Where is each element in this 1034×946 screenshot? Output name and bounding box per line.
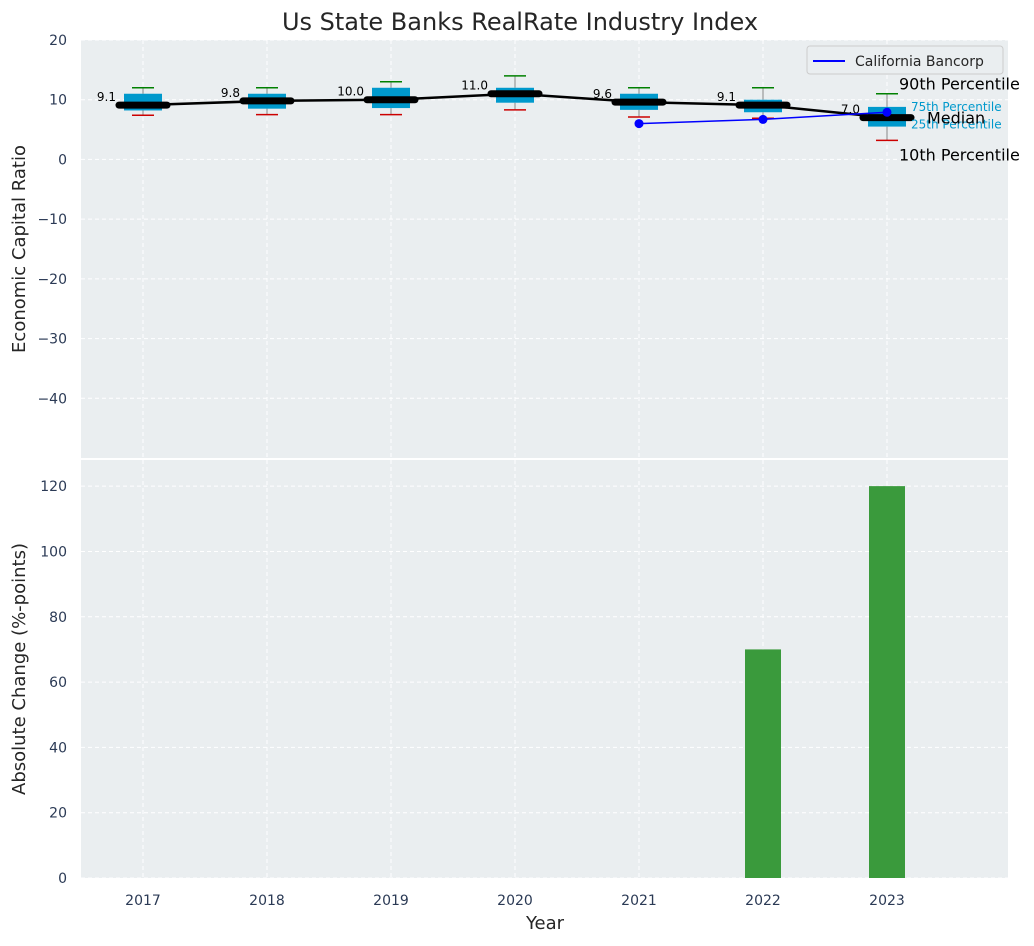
series-point-2023 [882, 107, 892, 117]
x-tick-label: 2021 [621, 893, 657, 909]
annotation-10th-percentile: 10th Percentile [899, 145, 1020, 164]
median-label-2020: 11.0 [461, 79, 488, 93]
bottom-y-tick-label: 60 [49, 675, 67, 691]
top-y-tick-label: −20 [37, 272, 67, 288]
chart-title: Us State Banks RealRate Industry Index [282, 8, 758, 36]
bar-2023 [869, 486, 905, 878]
x-tick-label: 2022 [745, 893, 781, 909]
bottom-y-tick-label: 80 [49, 610, 67, 626]
median-label-2017: 9.1 [97, 90, 116, 104]
annotation-25th-percentile: 25th Percentile [911, 118, 1002, 132]
top-plot-area [81, 40, 1008, 458]
top-y-tick-label: −30 [37, 332, 67, 348]
annotation-90th-percentile: 90th Percentile [899, 75, 1020, 94]
bottom-y-tick-label: 100 [40, 544, 67, 560]
x-axis-label: Year [525, 913, 565, 934]
bottom-y-tick-label: 20 [49, 806, 67, 822]
top-y-tick-label: −10 [37, 212, 67, 228]
legend-label-california-bancorp: California Bancorp [855, 54, 984, 70]
bar-2022 [745, 649, 781, 878]
top-y-tick-label: 20 [49, 33, 67, 49]
bottom-plot-area [81, 460, 1008, 878]
legend: California Bancorp [806, 45, 1004, 75]
x-tick-label: 2018 [249, 893, 285, 909]
median-line [142, 92, 888, 119]
annotation-75th-percentile: 75th Percentile [911, 100, 1002, 114]
annotation-median: Median [927, 109, 985, 128]
top-y-tick-label: −40 [37, 391, 67, 407]
x-tick-label: 2020 [497, 893, 533, 909]
bottom-y-tick-label: 40 [49, 740, 67, 756]
top-y-tick-label: 0 [58, 152, 67, 168]
x-tick-label: 2019 [373, 893, 409, 909]
median-label-2022: 9.1 [717, 90, 736, 104]
median-label-2021: 9.6 [593, 87, 612, 101]
series-point-2021 [634, 119, 644, 129]
median-label-2018: 9.8 [221, 86, 240, 100]
series-point-2022 [758, 114, 768, 124]
top-y-axis-label: Economic Capital Ratio [9, 145, 30, 353]
bottom-y-tick-label: 120 [40, 479, 67, 495]
legend-box [806, 45, 1004, 75]
x-tick-label: 2017 [125, 893, 161, 909]
bottom-y-tick-label: 0 [58, 871, 67, 887]
bottom-y-axis-label: Absolute Change (%-points) [9, 543, 30, 795]
median-label-2019: 10.0 [337, 85, 364, 99]
top-y-tick-label: 10 [49, 93, 67, 109]
x-tick-label: 2023 [869, 893, 905, 909]
